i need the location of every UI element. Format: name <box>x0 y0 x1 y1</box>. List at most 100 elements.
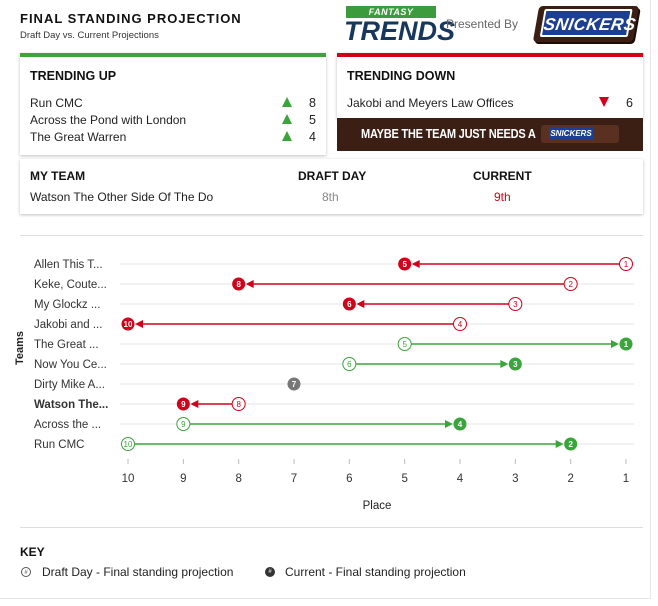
arrowhead-icon <box>190 400 199 408</box>
x-tick-label: 1 <box>623 473 629 485</box>
team-label: Now You Ce... <box>34 359 107 371</box>
my-team-header: MY TEAM <box>30 169 86 183</box>
fantasy-trends-logo: FANTASY TRENDS <box>344 6 455 46</box>
page-title: FINAL STANDING PROJECTION <box>20 11 242 26</box>
current-marker-label: 3 <box>513 360 518 369</box>
trending-up-team: Across the Pond with London <box>30 113 187 127</box>
arrowhead-icon <box>445 420 453 428</box>
current-marker <box>232 277 246 291</box>
x-tick-label: 3 <box>512 473 518 485</box>
draft-day-marker-label: 6 <box>347 360 352 369</box>
x-tick-label: 6 <box>346 473 352 485</box>
draft-day-key-icon: # <box>21 567 31 577</box>
trending-up-value: 8 <box>309 96 316 110</box>
current-marker <box>508 357 522 371</box>
current-marker <box>453 417 467 431</box>
arrowhead-icon <box>411 260 420 268</box>
current-header: CURRENT <box>473 169 532 183</box>
arrowhead-icon <box>500 360 509 368</box>
sponsor-logo[interactable]: SNICKERS <box>532 6 640 42</box>
draft-day-marker-label: 10 <box>124 440 133 449</box>
current-marker-label: 5 <box>402 260 407 269</box>
team-label: Run CMC <box>34 439 84 451</box>
draft-day-marker-label: 3 <box>513 300 518 309</box>
trending-up-team: Run CMC <box>30 96 83 110</box>
trends-label: TRENDS <box>344 16 456 46</box>
current-marker-label: 1 <box>624 340 629 349</box>
draft-day-marker <box>121 437 135 451</box>
draft-day-marker-label: 5 <box>402 340 407 349</box>
draft-day-marker <box>231 397 246 411</box>
trend-up-icon <box>282 114 292 124</box>
x-tick-label: 4 <box>457 473 464 485</box>
team-label: Jakobi and ... <box>34 319 102 331</box>
candy-bar-label: SNICKERS <box>549 127 593 140</box>
team-label: Keke, Coute... <box>34 279 107 291</box>
current-key-label: Current - Final standing projection <box>285 565 466 579</box>
y-axis-label: Teams <box>14 331 26 365</box>
team-label: Dirty Mike A... <box>34 379 105 391</box>
draft-day-marker <box>176 417 191 431</box>
draft-day-marker <box>508 297 523 311</box>
draft-day-marker <box>563 277 578 291</box>
projection-page: FINAL STANDING PROJECTION Draft Day vs. … <box>0 0 651 599</box>
arrowhead-icon <box>555 440 564 448</box>
arrowhead-icon <box>356 300 365 308</box>
my-team-card: MY TEAM DRAFT DAY CURRENT Watson The Oth… <box>20 159 643 214</box>
x-tick-label: 2 <box>567 473 573 485</box>
current-marker-label: 10 <box>124 320 133 329</box>
my-team-name: Watson The Other Side Of The Do <box>30 190 214 204</box>
trending-down-title: TRENDING DOWN <box>347 69 456 83</box>
key-title: KEY <box>20 545 45 559</box>
team-label: Allen This T... <box>34 259 103 271</box>
section-divider <box>20 527 643 528</box>
current-marker-label: 2 <box>568 440 573 449</box>
current-marker <box>287 377 301 391</box>
draft-day-marker-label: 2 <box>568 280 573 289</box>
current-marker-label: 8 <box>236 280 241 289</box>
x-tick-label: 8 <box>235 473 241 485</box>
arrowhead-icon <box>245 280 254 288</box>
current-marker-label: 9 <box>181 400 186 409</box>
draft-day-marker <box>453 317 467 331</box>
team-label: My Glockz ... <box>34 299 100 311</box>
current-marker-label: 7 <box>292 380 297 389</box>
snickers-ad-banner[interactable]: MAYBE THE TEAM JUST NEEDS A SNICKERS <box>337 118 643 151</box>
team-label: Across the ... <box>34 419 101 431</box>
x-tick-label: 5 <box>401 473 407 485</box>
page-subtitle: Draft Day vs. Current Projections <box>20 30 159 41</box>
current-marker <box>176 397 190 411</box>
x-axis-label: Place <box>363 500 392 512</box>
team-label: The Great ... <box>34 339 99 351</box>
draft-day-marker-label: 1 <box>624 260 629 269</box>
draft-day-header: DRAFT DAY <box>298 169 367 183</box>
sponsor-logo-text: SNICKERS <box>539 9 637 37</box>
trending-down-team: Jakobi and Meyers Law Offices <box>347 96 514 110</box>
candy-bar-image: SNICKERS <box>541 125 619 143</box>
presented-by-label: Presented By <box>446 17 519 31</box>
trend-down-icon <box>599 97 609 107</box>
current-marker <box>342 297 356 311</box>
trending-up-card: TRENDING UP Run CMC 8 Across the Pond wi… <box>20 53 326 155</box>
trending-down-card: TRENDING DOWN Jakobi and Meyers Law Offi… <box>337 53 643 119</box>
current-marker <box>619 337 633 351</box>
current-marker <box>121 317 135 331</box>
trending-up-value: 5 <box>309 113 316 127</box>
draft-day-value: 8th <box>322 190 339 204</box>
trending-up-value: 4 <box>309 130 316 144</box>
trend-up-icon <box>282 131 292 141</box>
current-marker <box>564 437 578 451</box>
draft-day-marker-label: 4 <box>458 320 463 329</box>
current-value: 9th <box>494 190 511 204</box>
trending-up-title: TRENDING UP <box>30 69 117 83</box>
current-marker-label: 4 <box>458 420 463 429</box>
banner-text: MAYBE THE TEAM JUST NEEDS A <box>361 126 536 141</box>
draft-day-key-label: Draft Day - Final standing projection <box>42 565 234 579</box>
draft-day-marker <box>397 337 412 351</box>
draft-day-marker <box>619 257 633 271</box>
standing-projection-chart: Teams Allen This T... Keke, Coute... My Glo… <box>14 257 634 512</box>
current-key-icon: # <box>265 567 275 577</box>
arrowhead-icon <box>611 340 619 348</box>
trend-up-icon <box>282 97 292 107</box>
trending-up-team: The Great Warren <box>30 130 127 144</box>
